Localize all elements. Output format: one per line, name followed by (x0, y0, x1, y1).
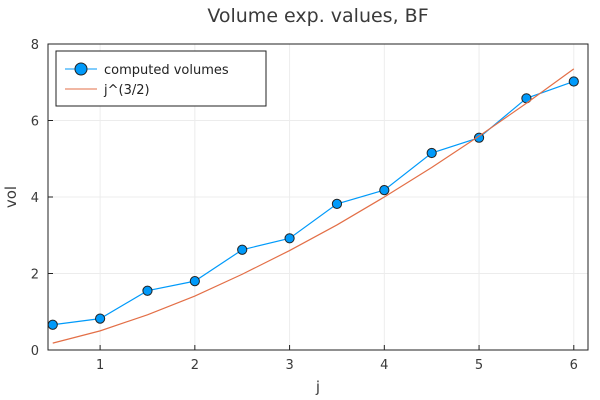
legend-marker-computed-volumes (74, 62, 88, 76)
y-tick-label: 4 (31, 191, 39, 206)
x-tick-label: 5 (475, 358, 483, 373)
legend-label-computed-volumes: computed volumes (104, 63, 229, 78)
axis-ticks: 1 2 3 4 5 6 0 2 4 6 8 (31, 38, 578, 373)
legend: computed volumes j^(3/2) (55, 50, 267, 107)
y-tick-label: 6 (31, 115, 39, 130)
series-line-1 (52, 68, 575, 344)
series-layer (47, 68, 579, 344)
data-point (379, 185, 390, 196)
x-tick-label: 1 (96, 358, 104, 373)
chart-title: Volume exp. values, BF (207, 5, 428, 27)
y-tick-label: 2 (31, 268, 39, 283)
x-tick-label: 2 (191, 358, 199, 373)
data-point (331, 198, 343, 209)
y-tick-label: 0 (31, 344, 39, 359)
legend-label-j-power: j^(3/2) (103, 83, 150, 98)
data-point (47, 319, 58, 330)
series-line-0 (52, 80, 574, 326)
data-point (95, 313, 106, 324)
legend-box (55, 50, 267, 107)
x-tick-label: 6 (570, 358, 578, 373)
data-point (473, 132, 485, 143)
data-point (426, 147, 437, 159)
y-axis-title: vol (2, 186, 20, 208)
data-point (237, 244, 248, 255)
data-point (142, 285, 153, 296)
x-axis-title: j (315, 378, 320, 396)
x-tick-label: 4 (380, 358, 388, 373)
x-tick-label: 3 (285, 358, 293, 373)
data-point (568, 76, 579, 87)
data-point (189, 276, 200, 287)
data-point (284, 233, 295, 244)
y-tick-label: 8 (31, 38, 39, 53)
